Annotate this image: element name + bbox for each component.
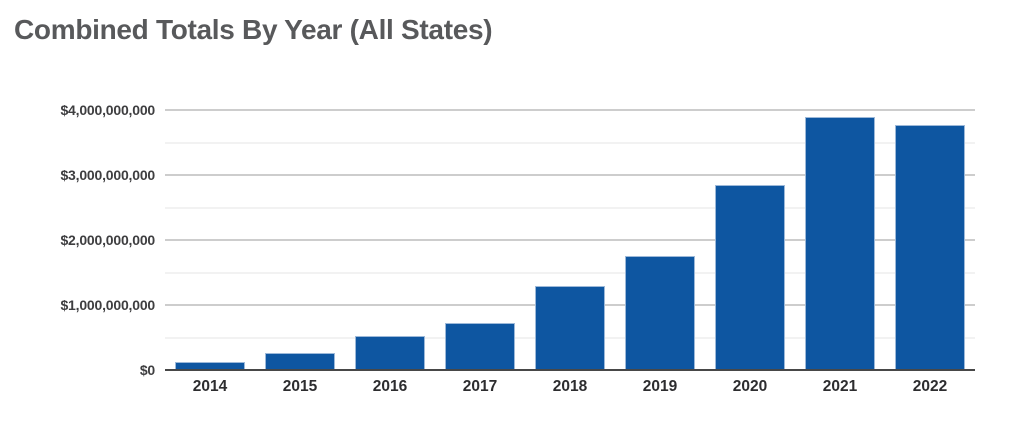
bar-2017[interactable] (445, 322, 515, 370)
x-axis-baseline (165, 369, 975, 371)
minor-gridline (165, 271, 975, 274)
major-gridline (165, 109, 975, 111)
y-axis-tick-label: $1,000,000,000 (60, 297, 155, 313)
x-axis-tick-label-2016: 2016 (372, 378, 408, 395)
y-axis-tick-label: $2,000,000,000 (60, 232, 155, 248)
minor-gridline (165, 206, 975, 209)
x-axis-tick-label-2015: 2015 (282, 378, 318, 395)
bar-2019[interactable] (625, 256, 695, 370)
chart-title: Combined Totals By Year (All States) (14, 14, 493, 45)
bar-2016[interactable] (355, 335, 425, 370)
x-axis-tick-label-2020: 2020 (732, 378, 768, 395)
x-axis-tick-label-2014: 2014 (192, 378, 228, 395)
minor-gridline (165, 141, 975, 144)
x-axis-tick-label-2022: 2022 (912, 378, 948, 395)
x-axis-tick-label-2017: 2017 (462, 378, 498, 395)
y-axis-tick-label: $3,000,000,000 (60, 167, 155, 183)
bar-2021[interactable] (805, 117, 875, 370)
bar-2014[interactable] (175, 362, 245, 370)
major-gridline (165, 174, 975, 176)
bar-2015[interactable] (265, 353, 335, 370)
plot-area (165, 109, 975, 371)
bar-2022[interactable] (895, 124, 965, 370)
bar-2018[interactable] (535, 286, 605, 370)
x-axis-tick-label-2018: 2018 (552, 378, 588, 395)
x-axis-tick-label-2021: 2021 (822, 378, 858, 395)
y-axis-tick-label: $4,000,000,000 (60, 102, 155, 118)
major-gridline (165, 239, 975, 241)
y-axis-tick-label: $0 (139, 362, 155, 378)
x-axis-tick-label-2019: 2019 (642, 378, 678, 395)
bar-2020[interactable] (715, 184, 785, 370)
